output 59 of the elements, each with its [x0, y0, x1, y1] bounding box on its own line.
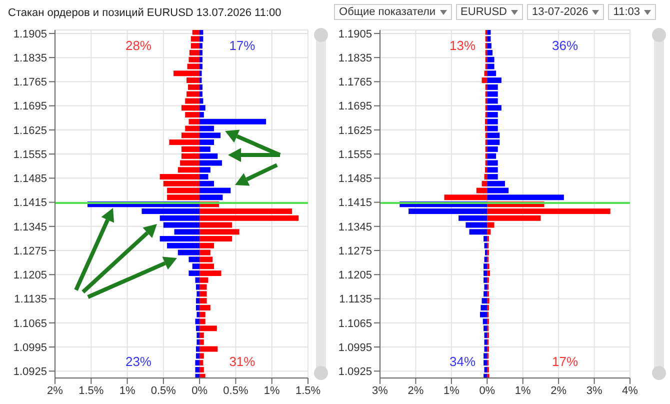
y-tick-label: 1.1275	[13, 245, 47, 258]
y-tick-label: 1.1625	[13, 124, 47, 137]
y-tick-label: 1.1205	[13, 270, 47, 282]
y-tick-label: 1.1135	[14, 294, 47, 306]
x-tick-label: 1.5%	[295, 384, 321, 397]
y-tick-label: 1.1345	[338, 221, 372, 234]
x-tick-label: 3%	[372, 384, 388, 397]
y-tick-label: 1.1555	[338, 148, 372, 161]
text: Общие показатели	[339, 6, 436, 18]
y-tick-label: 1.1905	[13, 28, 47, 40]
y-tick-label: 1.1555	[13, 148, 47, 161]
text: 13-07-2026	[532, 6, 588, 18]
annotation: 36%	[550, 38, 580, 53]
y-tick-label: 1.1065	[338, 318, 372, 330]
annotation: 31%	[228, 354, 256, 369]
x-tick-label: 1%	[514, 384, 532, 397]
y-tick-label: 1.1065	[13, 318, 47, 330]
x-tick-label: 3%	[586, 384, 602, 397]
x-tick-label: 1.5%	[78, 384, 104, 397]
x-tick-label: 2%	[408, 384, 424, 397]
y-tick-label: 1.1485	[13, 173, 47, 186]
text: EURUSD	[460, 6, 507, 18]
y-tick-label: 1.1625	[338, 124, 372, 137]
annotation: 13%	[448, 38, 477, 53]
annotation: 23%	[124, 354, 152, 369]
x-tick-label: 0%	[192, 384, 208, 397]
y-tick-label: 1.1415	[338, 197, 372, 210]
x-tick-label: 1%	[119, 384, 136, 397]
y-tick-label: 1.1695	[338, 100, 372, 113]
x-tick-label: 2%	[47, 384, 64, 397]
annotation: 28%	[124, 38, 152, 53]
x-tick-label: 4%	[622, 384, 638, 397]
x-tick-label: 1%	[264, 384, 280, 397]
y-tick-label: 1.1205	[338, 270, 372, 282]
y-tick-label: 1.1835	[13, 52, 47, 64]
x-tick-label: 2%	[550, 384, 567, 397]
y-tick-label: 1.1135	[339, 294, 372, 306]
y-tick-label: 1.0995	[13, 342, 47, 354]
y-tick-label: 1.0995	[338, 342, 372, 354]
y-tick-label: 1.1415	[13, 197, 47, 210]
y-tick-label: 1.1765	[13, 76, 47, 89]
x-tick-label: 1%	[443, 384, 460, 397]
x-tick-label: 0.5%	[223, 384, 248, 397]
y-tick-label: 1.0925	[13, 366, 47, 378]
x-tick-label: 0.5%	[150, 384, 176, 397]
y-tick-label: 1.1275	[338, 245, 372, 258]
y-tick-label: 1.1695	[13, 100, 47, 113]
y-tick-label: 1.1485	[338, 173, 372, 186]
y-tick-label: 1.1835	[338, 52, 372, 64]
text: 11:03	[613, 6, 640, 18]
annotation: 17%	[550, 354, 580, 369]
y-tick-label: 1.1345	[13, 221, 47, 234]
annotation: 34%	[448, 354, 477, 369]
annotation: 17%	[228, 38, 256, 53]
y-tick-label: 1.0925	[338, 366, 372, 378]
y-tick-label: 1.1765	[338, 76, 372, 89]
x-tick-label: 0%	[479, 384, 496, 397]
chart-title: Стакан ордеров и позиций EURUSD 13.07.2026 11:00	[8, 7, 282, 19]
y-tick-label: 1.1905	[338, 28, 372, 40]
